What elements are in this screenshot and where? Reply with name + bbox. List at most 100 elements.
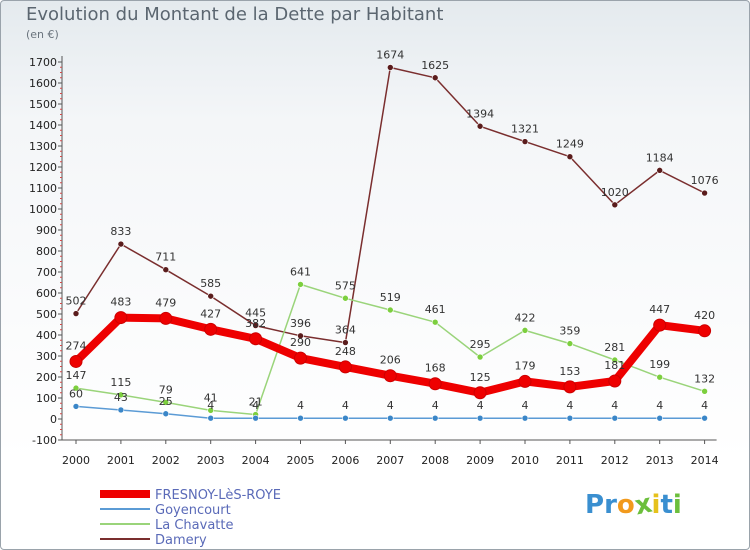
data-point bbox=[297, 414, 304, 422]
data-point bbox=[342, 294, 349, 302]
logo-letter: i bbox=[651, 490, 661, 520]
data-label: 447 bbox=[649, 303, 670, 316]
logo-letter: P bbox=[585, 490, 605, 520]
data-point bbox=[249, 332, 263, 346]
data-label: 1249 bbox=[556, 138, 584, 151]
unit-label: (en €) bbox=[26, 28, 59, 41]
data-label: 641 bbox=[290, 265, 311, 278]
data-point bbox=[611, 356, 619, 364]
data-point bbox=[566, 414, 574, 422]
data-point bbox=[701, 189, 708, 197]
data-point bbox=[566, 340, 574, 347]
data-label: 422 bbox=[515, 311, 536, 324]
data-point bbox=[431, 74, 439, 82]
y-tick-label: 1400 bbox=[29, 119, 57, 132]
data-label: 153 bbox=[559, 365, 580, 378]
data-point bbox=[521, 138, 529, 145]
data-point bbox=[342, 339, 349, 346]
logo-letter: t bbox=[660, 490, 673, 520]
data-point bbox=[297, 281, 304, 288]
x-tick-label: 2012 bbox=[601, 454, 629, 467]
data-label: 248 bbox=[335, 345, 356, 358]
data-label: 1394 bbox=[466, 107, 494, 120]
data-label: 585 bbox=[200, 277, 221, 290]
data-point bbox=[431, 414, 439, 422]
data-point bbox=[69, 354, 83, 368]
data-point bbox=[698, 324, 712, 338]
x-tick-label: 2002 bbox=[152, 454, 180, 467]
data-point bbox=[521, 414, 529, 422]
data-point bbox=[518, 374, 532, 388]
data-point bbox=[207, 292, 214, 300]
data-label: 4 bbox=[611, 399, 618, 412]
data-label: 364 bbox=[335, 324, 356, 337]
series-layer: 502 833 711 585 445 396 364 1674 1625 1394 1321 124… bbox=[66, 48, 719, 422]
data-label: 181 bbox=[604, 359, 625, 372]
data-label: 4 bbox=[566, 399, 573, 412]
data-label: 21 bbox=[249, 396, 263, 409]
series-damery: 502 833 711 585 445 396 364 1674 1625 1394 1321 124… bbox=[66, 48, 719, 346]
data-label: 4 bbox=[387, 399, 394, 412]
data-point bbox=[473, 386, 487, 400]
legend-item: Damery bbox=[100, 533, 207, 548]
y-tick-label: 400 bbox=[36, 329, 57, 342]
data-label: 41 bbox=[204, 391, 218, 404]
data-label: 461 bbox=[425, 303, 446, 316]
data-point bbox=[207, 407, 214, 414]
data-label: 396 bbox=[290, 317, 311, 330]
logo-letter: i bbox=[672, 490, 682, 520]
data-point bbox=[566, 153, 574, 161]
data-point bbox=[701, 387, 708, 395]
x-tick-label: 2009 bbox=[466, 454, 494, 467]
data-label: 168 bbox=[425, 362, 446, 375]
x-tick-label: 2003 bbox=[197, 454, 225, 467]
data-label: 274 bbox=[66, 339, 87, 352]
data-point bbox=[611, 414, 619, 422]
data-point bbox=[297, 332, 304, 340]
data-label: 4 bbox=[432, 399, 439, 412]
data-label: 4 bbox=[252, 399, 259, 412]
data-label: 519 bbox=[380, 291, 401, 304]
y-tick-label: 500 bbox=[36, 308, 57, 321]
data-label: 575 bbox=[335, 279, 356, 292]
y-tick-label: 1100 bbox=[29, 182, 57, 195]
data-point bbox=[72, 384, 80, 392]
series-la-chavatte: 147 115 79 41 21 641 575 519 461 295 422 359 281 199 1… bbox=[66, 265, 715, 418]
data-label: 1076 bbox=[691, 174, 719, 187]
data-point bbox=[252, 322, 259, 329]
data-point bbox=[117, 240, 125, 248]
data-point bbox=[338, 360, 352, 374]
data-label: 1020 bbox=[601, 186, 629, 199]
y-tick-label: 900 bbox=[36, 224, 57, 237]
data-point bbox=[386, 306, 394, 314]
data-point bbox=[386, 414, 394, 422]
series-fresnoy-l-s-roye: 274 483 479 427 382 290 248 206 168 125 179 153 181 4… bbox=[66, 296, 715, 400]
data-label: 43 bbox=[114, 391, 128, 404]
data-point bbox=[383, 369, 397, 383]
y-tick-label: 1000 bbox=[29, 203, 57, 216]
x-tick-label: 2014 bbox=[691, 454, 719, 467]
data-point bbox=[656, 167, 664, 174]
data-label: 4 bbox=[297, 399, 304, 412]
data-label: 25 bbox=[159, 395, 173, 408]
data-point bbox=[521, 327, 529, 334]
data-point bbox=[114, 311, 128, 325]
data-point bbox=[386, 64, 394, 71]
data-label: 833 bbox=[110, 225, 131, 238]
y-tick-label: 0 bbox=[50, 413, 57, 426]
data-label: 115 bbox=[110, 376, 131, 389]
data-point bbox=[294, 351, 307, 365]
data-point bbox=[476, 122, 484, 130]
data-label: 199 bbox=[649, 358, 670, 371]
data-point bbox=[563, 380, 577, 394]
y-tick-label: 100 bbox=[36, 392, 57, 405]
data-label: 382 bbox=[245, 317, 266, 330]
legend-label: Damery bbox=[155, 533, 207, 548]
data-label: 206 bbox=[380, 354, 401, 367]
data-point bbox=[207, 414, 214, 422]
y-tick-label: 1500 bbox=[29, 98, 57, 111]
data-label: 179 bbox=[515, 359, 536, 372]
